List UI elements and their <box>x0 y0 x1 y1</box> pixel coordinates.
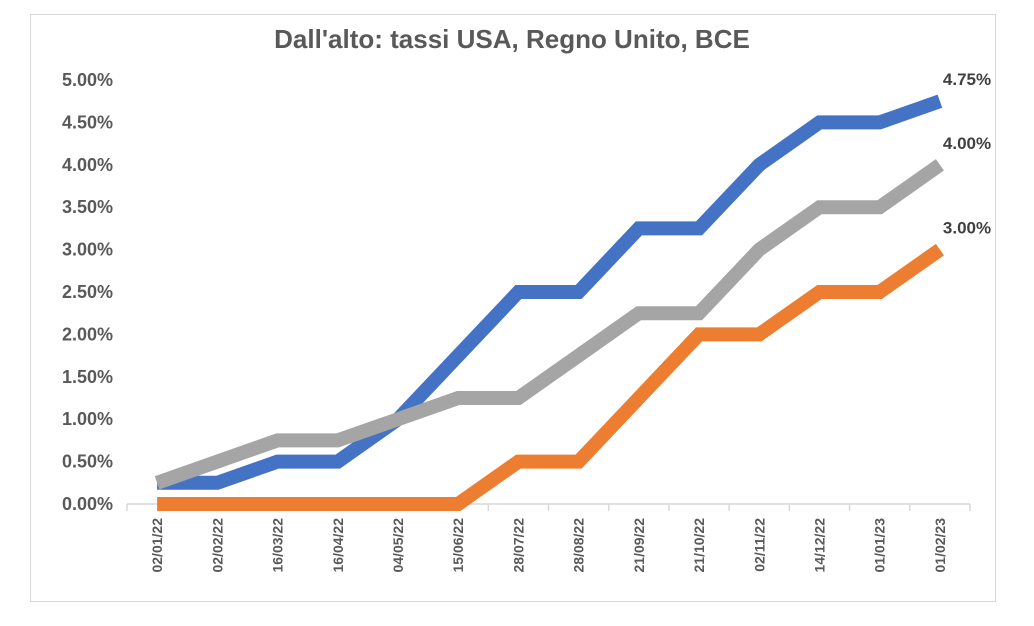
chart-title: Dall'alto: tassi USA, Regno Unito, BCE <box>274 24 750 54</box>
series-line-2 <box>157 243 944 511</box>
y-tick-label: 0.00% <box>62 494 113 514</box>
data-label-layer: 4.75% 4.00% 3.00% <box>943 70 991 237</box>
x-tick-label: 01/01/23 <box>872 518 888 573</box>
x-tick-label: 28/07/22 <box>510 518 526 573</box>
x-tick-label: 16/03/22 <box>270 518 286 573</box>
y-tick-label: 3.50% <box>62 197 113 217</box>
x-axis: 02/01/22 02/02/22 16/03/22 16/04/22 04/05/22… <box>126 503 971 573</box>
y-tick-label: 2.50% <box>62 282 113 302</box>
y-tick-label: 4.00% <box>62 155 113 175</box>
x-tick-label: 15/06/22 <box>450 518 466 573</box>
data-label-2: 3.00% <box>943 219 991 238</box>
y-tick-label: 3.00% <box>62 240 113 260</box>
y-tick-label: 0.50% <box>62 452 113 472</box>
y-axis: 0.00% 0.50% 1.00% 1.50% 2.00% 2.50% 3.00% 3.50%… <box>62 70 113 514</box>
y-tick-label: 4.50% <box>62 112 113 132</box>
x-tick-label: 02/01/22 <box>149 518 165 573</box>
x-tick-label: 21/10/22 <box>691 518 707 573</box>
y-tick-label: 1.00% <box>62 409 113 429</box>
x-tick-label: 02/11/22 <box>751 518 767 572</box>
data-label-1: 4.00% <box>943 134 991 153</box>
series-layer <box>154 94 944 511</box>
series-line-1 <box>154 159 944 490</box>
x-tick-label: 01/02/23 <box>932 518 948 573</box>
y-tick-label: 2.00% <box>62 324 113 344</box>
series-line-0 <box>157 94 943 490</box>
data-label-0: 4.75% <box>943 70 991 89</box>
x-tick-label: 16/04/22 <box>330 518 346 573</box>
x-tick-label: 04/05/22 <box>390 518 406 573</box>
x-tick-label: 02/02/22 <box>209 518 225 573</box>
x-tick-label: 21/09/22 <box>631 518 647 573</box>
y-tick-label: 5.00% <box>62 70 113 90</box>
x-tick-label: 14/12/22 <box>811 518 827 573</box>
y-tick-label: 1.50% <box>62 367 113 387</box>
x-tick-label: 28/08/22 <box>571 518 587 573</box>
